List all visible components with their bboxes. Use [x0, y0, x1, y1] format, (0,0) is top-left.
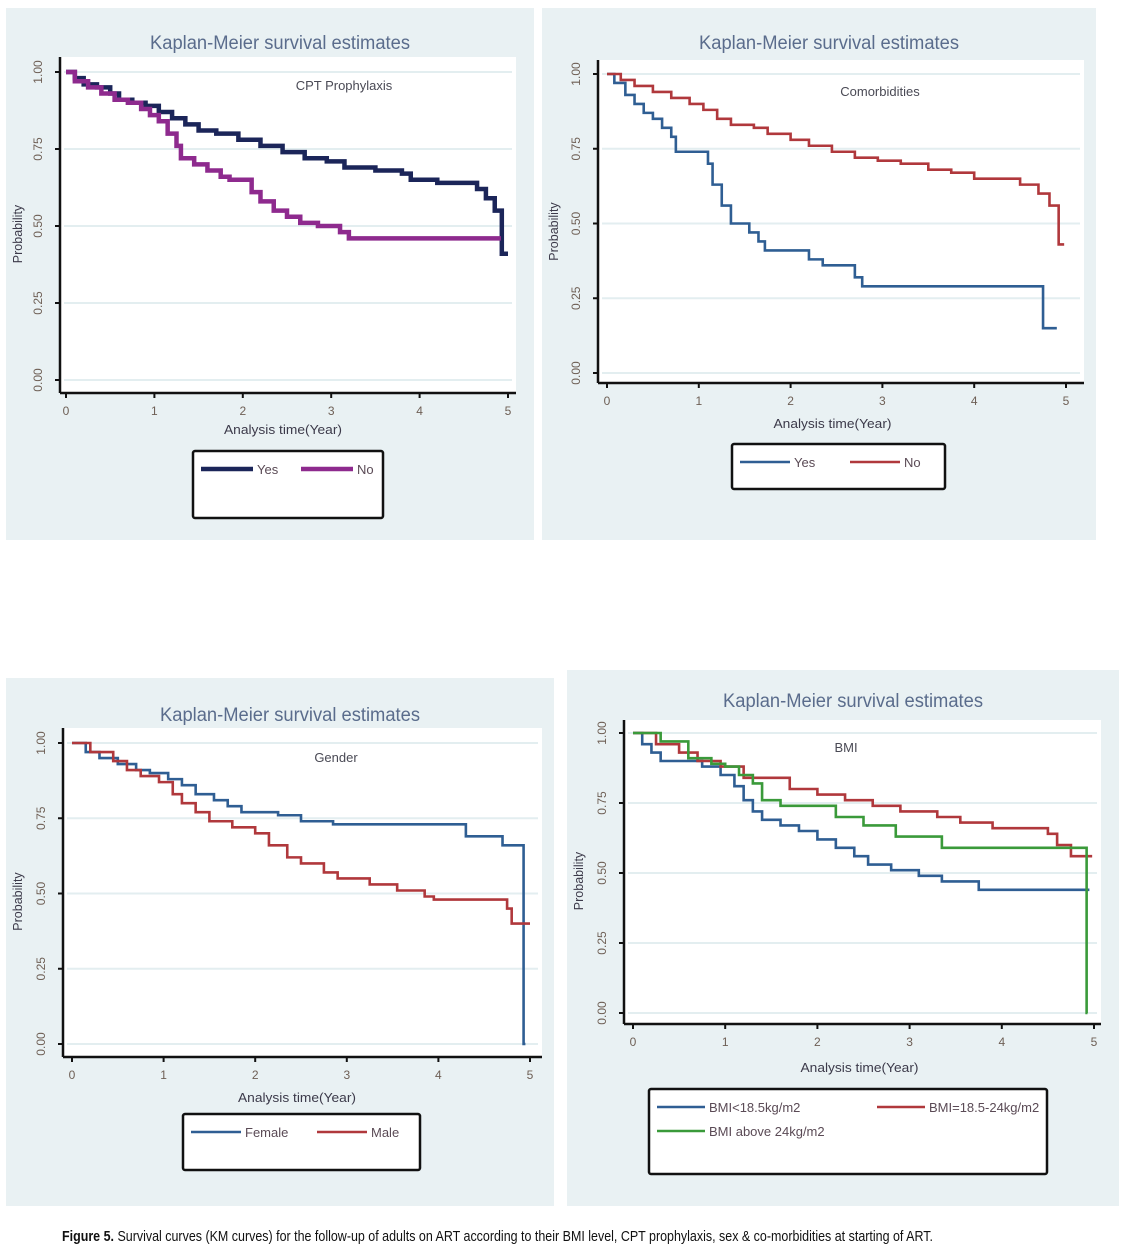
legend-label: BMI above 24kg/m2: [709, 1124, 825, 1139]
km-curve-no: [66, 69, 501, 241]
chart-title: Kaplan-Meier survival estimates: [699, 33, 959, 54]
y-tick-label: 0.50: [31, 214, 45, 238]
y-tick-label: 0.75: [34, 806, 48, 830]
x-tick-label: 2: [252, 1068, 259, 1082]
km-curve-female: [72, 741, 526, 1046]
x-tick-label: 1: [722, 1035, 729, 1049]
legend-label: BMI<18.5kg/m2: [709, 1100, 800, 1115]
y-tick-label: 0.00: [34, 1032, 48, 1056]
legend-box: [647, 1087, 1049, 1176]
figure-caption-label: Figure 5.: [62, 1229, 114, 1245]
legend: Female Male: [181, 1112, 422, 1172]
figure-caption-text: Survival curves (KM curves) for the foll…: [113, 1229, 933, 1245]
y-tick-label: 0.50: [569, 211, 583, 235]
x-tick-label: 4: [416, 404, 423, 418]
y-tick-label: 1.00: [34, 731, 48, 755]
y-tick-label: 0.50: [34, 881, 48, 905]
km-chart-bmi: Kaplan-Meier survival estimates BMI 0.00 0.…: [572, 691, 1101, 1176]
km-panel-gender: Kaplan-Meier survival estimates Gender 0.0…: [6, 678, 554, 1206]
km-curve-no: [607, 72, 1065, 246]
x-tick-label: 3: [906, 1035, 913, 1049]
chart-subtitle: BMI: [834, 740, 857, 755]
x-tick-label: 0: [630, 1035, 637, 1049]
y-tick-label: 1.00: [569, 62, 583, 86]
legend-label: Yes: [794, 455, 816, 470]
x-tick-label: 4: [998, 1035, 1005, 1049]
y-axis-label: Probability: [11, 872, 25, 931]
legend-label: No: [904, 455, 921, 470]
km-chart-comorbidities: Kaplan-Meier survival estimates Comorbidi…: [547, 33, 1084, 491]
x-tick-label: 0: [604, 394, 611, 408]
y-tick-label: 0.25: [34, 957, 48, 981]
figure-caption: Figure 5. Survival curves (KM curves) fo…: [62, 1229, 939, 1245]
legend-box: [730, 442, 947, 491]
legend: BMI<18.5kg/m2 BMI=18.5-24kg/m2 BMI above 2…: [647, 1087, 1049, 1176]
chart-subtitle: CPT Prophylaxis: [296, 78, 393, 93]
km-curve-yes: [66, 69, 508, 256]
legend-label: Male: [371, 1125, 399, 1140]
x-axis-label: Analysis time(Year): [774, 417, 892, 431]
legend: Yes No: [191, 449, 385, 520]
x-tick-label: 1: [151, 404, 158, 418]
x-axis-label: Analysis time(Year): [238, 1091, 356, 1105]
y-tick-label: 0.00: [31, 368, 45, 392]
y-tick-label: 0.75: [31, 137, 45, 161]
y-tick-label: 0.00: [595, 1001, 609, 1025]
legend-box: [191, 449, 385, 520]
x-tick-label: 5: [1063, 394, 1070, 408]
chart-title: Kaplan-Meier survival estimates: [723, 691, 983, 712]
legend-label: Yes: [257, 462, 279, 477]
legend-label: BMI=18.5-24kg/m2: [929, 1100, 1039, 1115]
x-tick-label: 0: [69, 1068, 76, 1082]
chart-subtitle: Gender: [314, 750, 358, 765]
y-tick-label: 0.25: [595, 931, 609, 955]
chart-title: Kaplan-Meier survival estimates: [160, 705, 420, 726]
x-tick-label: 3: [879, 394, 886, 408]
y-tick-label: 0.25: [31, 291, 45, 315]
y-tick-label: 1.00: [31, 60, 45, 84]
km-panel-comorbidities: Kaplan-Meier survival estimates Comorbidi…: [542, 8, 1096, 540]
y-axis-label: Probability: [11, 204, 25, 263]
y-axis-label: Probability: [572, 851, 586, 910]
y-tick-label: 0.00: [569, 361, 583, 385]
km-curve-yes: [607, 72, 1057, 330]
km-chart-cpt: Kaplan-Meier survival estimates CPT Proph…: [11, 33, 516, 520]
y-axis-label: Probability: [547, 202, 561, 261]
x-tick-label: 1: [695, 394, 702, 408]
x-tick-label: 4: [435, 1068, 442, 1082]
km-panel-bmi: Kaplan-Meier survival estimates BMI 0.00 0.…: [567, 670, 1119, 1206]
legend-label: Female: [245, 1125, 288, 1140]
km-panel-cpt: Kaplan-Meier survival estimates CPT Proph…: [6, 8, 534, 540]
x-tick-label: 3: [328, 404, 335, 418]
x-axis-label: Analysis time(Year): [801, 1061, 919, 1075]
x-tick-label: 5: [1091, 1035, 1098, 1049]
chart-subtitle: Comorbidities: [840, 84, 920, 99]
y-tick-label: 0.75: [569, 137, 583, 161]
x-tick-label: 4: [971, 394, 978, 408]
x-tick-label: 2: [814, 1035, 821, 1049]
legend: Yes No: [730, 442, 947, 491]
plot-area: [598, 60, 1084, 383]
km-curve-bmi-above-24kg-m2: [633, 731, 1088, 1015]
y-tick-label: 0.25: [569, 286, 583, 310]
chart-title: Kaplan-Meier survival estimates: [150, 33, 410, 54]
km-chart-gender: Kaplan-Meier survival estimates Gender 0.0…: [11, 705, 542, 1172]
x-tick-label: 2: [787, 394, 794, 408]
x-tick-label: 5: [505, 404, 512, 418]
y-tick-label: 0.50: [595, 861, 609, 885]
x-tick-label: 5: [527, 1068, 534, 1082]
x-tick-label: 3: [343, 1068, 350, 1082]
km-curve-male: [72, 741, 530, 925]
legend-label: No: [357, 462, 374, 477]
x-axis-label: Analysis time(Year): [224, 423, 342, 437]
x-tick-label: 1: [160, 1068, 167, 1082]
y-tick-label: 1.00: [595, 721, 609, 745]
km-curve-bmi-18-5kg-m2: [633, 731, 1090, 892]
y-tick-label: 0.75: [595, 791, 609, 815]
x-tick-label: 0: [63, 404, 70, 418]
x-tick-label: 2: [239, 404, 246, 418]
legend-box: [181, 1112, 422, 1172]
